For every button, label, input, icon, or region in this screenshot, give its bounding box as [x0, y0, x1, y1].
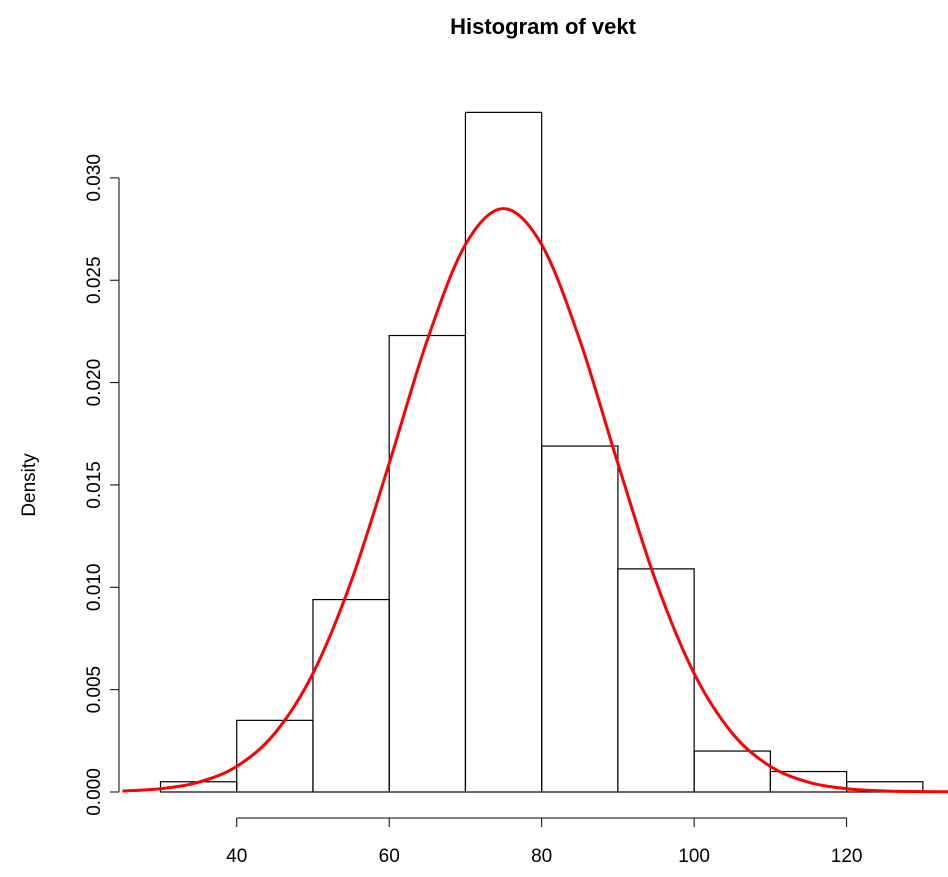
bar	[388, 334, 467, 793]
density-curve	[122, 207, 948, 794]
x-tick-label: 120	[831, 846, 863, 867]
x-tick-label: 80	[531, 846, 552, 867]
x-tick-label: 100	[678, 846, 710, 867]
x-tick-label: 40	[226, 846, 247, 867]
chart-title: Histogram of vekt	[450, 14, 636, 39]
y-tick-label: 0.005	[84, 666, 105, 714]
y-tick-label: 0.015	[84, 461, 105, 509]
y-tick-label: 0.010	[84, 564, 105, 612]
x-tick-label: 60	[379, 846, 400, 867]
curve-group	[122, 60, 948, 800]
y-tick-label: 0.025	[84, 256, 105, 304]
y-tick-label: 0.030	[84, 154, 105, 202]
y-tick-label: 0.000	[84, 768, 105, 816]
bar	[312, 598, 390, 793]
y-axis-label: Density	[19, 453, 40, 517]
bar	[541, 445, 619, 793]
curve-clip-area	[130, 60, 948, 800]
bar	[617, 568, 695, 793]
bar	[464, 111, 543, 793]
y-tick-label: 0.020	[84, 359, 105, 407]
